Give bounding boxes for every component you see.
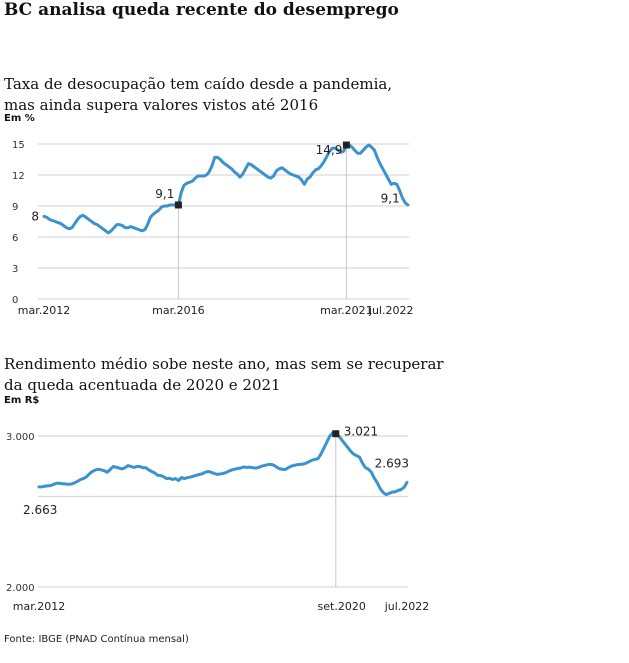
chart2-series-line	[37, 431, 409, 497]
chart1-annotation-label: 14,9	[316, 143, 343, 157]
chart2-ytick-label: 2.000	[6, 583, 35, 594]
chart1-xtick-label: mar.2012	[18, 304, 70, 317]
source-note: Fonte: IBGE (PNAD Contínua mensal)	[4, 634, 189, 645]
chart2-marker	[332, 430, 340, 438]
chart1-ytick-label: 9	[12, 202, 18, 213]
chart1-ytick-label: 15	[12, 140, 25, 151]
chart1-annotation-label: 9,1	[155, 187, 174, 201]
headline: BC analisa queda recente do desemprego	[4, 0, 399, 20]
chart1-marker	[174, 201, 182, 209]
chart2-unit: Em R$	[4, 395, 40, 406]
chart1-ytick-label: 12	[12, 171, 25, 182]
chart1-xtick-label: mar.2016	[152, 304, 204, 317]
chart2-xtick-label: jul.2022	[384, 600, 430, 613]
chart1-marker	[342, 141, 350, 149]
chart1-xtick-label: mar.2021	[320, 304, 372, 317]
chart2-title-line1: Rendimento médio sobe neste ano, mas sem…	[4, 355, 444, 373]
chart1-title-line1: Taxa de desocupação tem caído desde a pa…	[4, 75, 393, 93]
chart1-series-line	[42, 143, 410, 235]
chart2-annotation-label: 3.021	[344, 425, 378, 439]
chart1-ytick-label: 0	[12, 295, 18, 306]
chart2-title: Rendimento médio sobe neste ano, mas sem…	[4, 354, 444, 396]
chart1-unit: Em %	[4, 113, 35, 124]
chart1-ytick-label: 6	[12, 233, 18, 244]
chart1-annotation-label: 8	[31, 209, 39, 223]
chart2-annotation-label: 2.693	[375, 456, 409, 470]
chart1-title-line2: mas ainda supera valores vistos até 2016	[4, 96, 319, 114]
income-chart: 2.000 3.000 mar.2012 set.2020 jul.2022 2.663 3…	[6, 425, 430, 613]
chart1-ytick-label: 3	[12, 264, 18, 275]
chart2-xtick-label: set.2020	[318, 600, 366, 613]
chart2-ytick-label: 3.000	[6, 432, 35, 443]
chart2-xtick-label: mar.2012	[13, 600, 65, 613]
chart1-annotation-label: 9,1	[381, 191, 400, 205]
chart2-title-line2: da queda acentuada de 2020 e 2021	[4, 376, 281, 394]
chart2-annotation-label: 2.663	[23, 503, 57, 517]
chart1-xtick-label: jul.2022	[368, 304, 414, 317]
chart1-title: Taxa de desocupação tem caído desde a pa…	[4, 74, 392, 116]
unemployment-chart: 0 3 6 9 12 15 mar.2012 mar.2016 mar.2021jul.2022…	[12, 140, 414, 317]
